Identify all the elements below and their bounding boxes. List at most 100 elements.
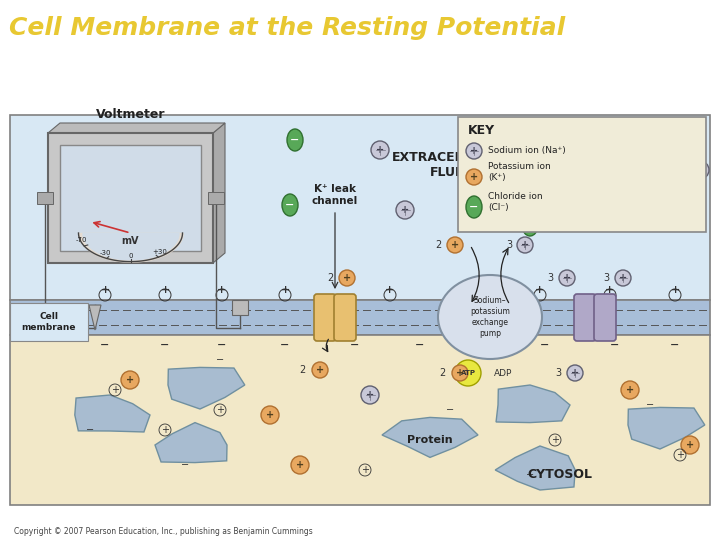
Text: Copyright © 2007 Pearson Education, Inc., publishing as Benjamin Cummings: Copyright © 2007 Pearson Education, Inc.… [14, 526, 313, 536]
Text: +: + [161, 285, 170, 295]
Circle shape [452, 365, 468, 381]
Text: −: − [285, 200, 294, 210]
Text: 3: 3 [547, 273, 553, 283]
Text: 3: 3 [555, 368, 561, 378]
Text: +: + [217, 285, 227, 295]
Text: −: − [217, 340, 227, 350]
Bar [10, 300, 710, 335]
Circle shape [567, 365, 583, 381]
Text: +: + [666, 210, 674, 220]
Circle shape [121, 371, 139, 389]
Bar [458, 117, 706, 232]
Text: −: − [670, 340, 680, 350]
Text: Cell
membrane: Cell membrane [22, 312, 76, 332]
Text: −: − [181, 460, 189, 470]
Polygon shape [213, 123, 225, 263]
Text: −: − [161, 340, 170, 350]
Polygon shape [75, 395, 150, 432]
Text: +: + [401, 205, 409, 215]
Text: −: − [216, 355, 224, 365]
Text: +: + [536, 285, 544, 295]
Circle shape [691, 161, 709, 179]
Text: +: + [111, 385, 119, 395]
Text: +: + [676, 450, 684, 460]
Text: +: + [696, 165, 704, 175]
Bar [60, 145, 201, 251]
FancyBboxPatch shape [574, 294, 596, 341]
Text: +: + [636, 140, 644, 150]
Circle shape [591, 176, 609, 194]
Text: −: − [540, 340, 549, 350]
Circle shape [291, 456, 309, 474]
Text: ADP: ADP [494, 368, 512, 377]
Ellipse shape [287, 129, 303, 151]
Text: +: + [536, 155, 544, 165]
Ellipse shape [466, 196, 482, 218]
Text: +: + [606, 285, 615, 295]
Text: +: + [296, 460, 304, 470]
Text: 2: 2 [327, 273, 333, 283]
Text: +: + [626, 385, 634, 395]
Text: −: − [526, 220, 535, 230]
FancyBboxPatch shape [594, 294, 616, 341]
Text: K⁺ leak
channel: K⁺ leak channel [312, 184, 358, 206]
Bar [37, 192, 53, 204]
Text: +30: +30 [153, 248, 168, 254]
Circle shape [681, 436, 699, 454]
Polygon shape [48, 123, 225, 133]
Polygon shape [89, 305, 101, 330]
Text: +: + [670, 285, 680, 295]
Text: Cell Membrane at the Resting Potential: Cell Membrane at the Resting Potential [9, 16, 565, 39]
Text: −: − [611, 340, 620, 350]
FancyBboxPatch shape [334, 294, 356, 341]
Bar [208, 192, 224, 204]
Bar [10, 335, 710, 505]
Polygon shape [168, 367, 245, 409]
Text: +: + [280, 285, 289, 295]
Bar [232, 300, 248, 315]
Text: +: + [451, 240, 459, 250]
Text: 3: 3 [506, 240, 512, 250]
Text: +: + [366, 390, 374, 400]
Text: −: − [100, 340, 109, 350]
Text: +: + [456, 368, 464, 378]
Circle shape [531, 151, 549, 169]
Text: +: + [266, 410, 274, 420]
Text: Sodium ion (Na⁺): Sodium ion (Na⁺) [488, 146, 566, 156]
Text: Voltmeter: Voltmeter [96, 109, 166, 122]
Text: −: − [469, 202, 479, 212]
Circle shape [559, 270, 575, 286]
Text: 2: 2 [299, 365, 305, 375]
Circle shape [312, 362, 328, 378]
Text: −: − [280, 340, 289, 350]
Text: ATP: ATP [461, 370, 475, 376]
Circle shape [541, 196, 559, 214]
Circle shape [447, 237, 463, 253]
Text: 2: 2 [440, 368, 446, 378]
Text: −: − [351, 340, 360, 350]
Text: +: + [385, 285, 395, 295]
Text: +: + [376, 145, 384, 155]
Text: KEY: KEY [468, 125, 495, 138]
Text: Chloride ion
(Cl⁻): Chloride ion (Cl⁻) [488, 192, 543, 212]
Text: Protein: Protein [408, 435, 453, 445]
Text: Potassium ion
(K⁺): Potassium ion (K⁺) [488, 163, 551, 181]
Polygon shape [382, 417, 478, 457]
Text: +: + [470, 172, 478, 182]
Text: +: + [316, 365, 324, 375]
Text: 3: 3 [603, 273, 609, 283]
Circle shape [339, 270, 355, 286]
Text: +: + [216, 405, 224, 415]
Text: +: + [521, 240, 529, 250]
Text: +: + [686, 440, 694, 450]
Text: +: + [126, 375, 134, 385]
Ellipse shape [282, 194, 298, 216]
Text: CYTOSOL: CYTOSOL [528, 469, 593, 482]
Circle shape [621, 381, 639, 399]
Polygon shape [496, 385, 570, 423]
Polygon shape [155, 423, 227, 463]
Ellipse shape [438, 275, 542, 359]
Bar [10, 115, 710, 300]
Text: +: + [361, 465, 369, 475]
Text: +: + [470, 146, 478, 156]
